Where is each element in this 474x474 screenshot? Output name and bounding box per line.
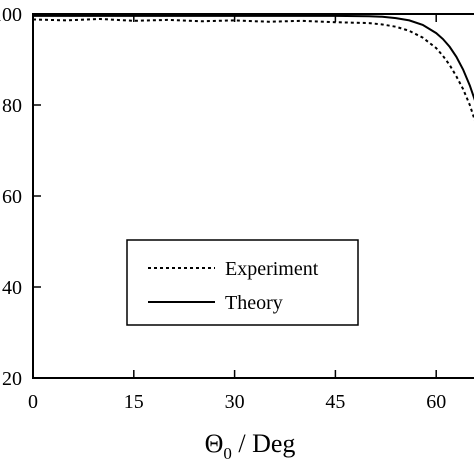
legend-label: Theory: [225, 292, 283, 314]
y-tick-label: 100: [0, 4, 22, 26]
legend-box: [126, 239, 359, 326]
x-tick-label: 45: [325, 391, 345, 413]
x-tick-label: 15: [124, 391, 144, 413]
x-tick-label: 0: [28, 391, 38, 413]
x-tick-label: 30: [225, 391, 245, 413]
y-tick-label: 40: [2, 277, 22, 299]
y-tick-label: 80: [2, 95, 22, 117]
series-line: [33, 14, 474, 101]
legend-label: Experiment: [225, 258, 319, 280]
y-tick-label: 20: [2, 368, 22, 390]
x-axis-label: Θ0 / Deg: [205, 429, 296, 463]
series-line: [32, 18, 474, 122]
y-tick-label: 60: [2, 186, 22, 208]
x-tick-label: 60: [426, 391, 446, 413]
